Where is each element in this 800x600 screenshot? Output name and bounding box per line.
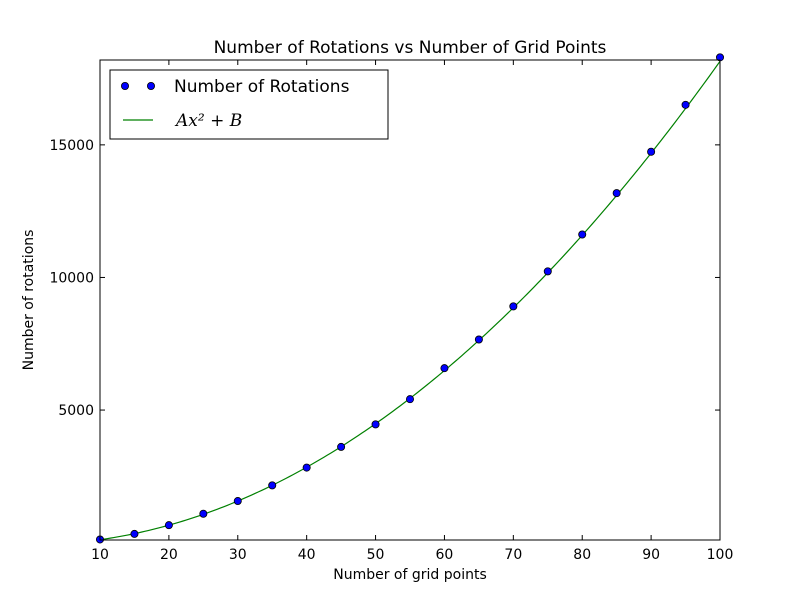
plot-area bbox=[96, 53, 725, 544]
data-point bbox=[509, 302, 518, 311]
x-tick-label: 90 bbox=[642, 547, 660, 563]
data-point bbox=[130, 529, 139, 538]
y-axis-ticks: 5000 10000 15000 bbox=[49, 138, 720, 419]
x-tick-label: 70 bbox=[504, 547, 522, 563]
x-tick-label: 30 bbox=[229, 547, 247, 563]
data-point bbox=[647, 147, 656, 156]
data-point bbox=[337, 442, 346, 451]
data-point bbox=[302, 463, 311, 472]
x-tick-label: 60 bbox=[436, 547, 454, 563]
x-tick-label: 40 bbox=[298, 547, 316, 563]
chart-title: Number of Rotations vs Number of Grid Po… bbox=[214, 38, 607, 58]
y-tick-label: 10000 bbox=[49, 270, 94, 286]
x-axis-label: Number of grid points bbox=[333, 567, 487, 583]
data-point bbox=[612, 189, 621, 198]
data-point bbox=[543, 267, 552, 276]
plot-frame bbox=[99, 59, 721, 541]
plot-background bbox=[100, 60, 720, 540]
y-tick-label: 5000 bbox=[58, 403, 94, 419]
x-tick-label: 50 bbox=[367, 547, 385, 563]
data-point bbox=[578, 230, 587, 239]
legend-box bbox=[109, 69, 389, 140]
x-tick-label: 80 bbox=[573, 547, 591, 563]
legend-marker-icon bbox=[121, 82, 130, 91]
data-point bbox=[405, 395, 414, 404]
legend-label-fit: Ax² + B bbox=[174, 111, 242, 131]
data-point bbox=[474, 335, 483, 344]
data-point bbox=[268, 481, 277, 490]
data-point bbox=[233, 497, 242, 506]
data-point bbox=[164, 521, 173, 530]
x-axis-ticks: 10 20 30 40 50 60 70 80 90 100 bbox=[91, 60, 733, 563]
data-point bbox=[199, 509, 208, 518]
data-point bbox=[440, 364, 449, 373]
y-axis-label: Number of rotations bbox=[21, 230, 37, 371]
data-point bbox=[681, 100, 690, 109]
legend-label-rotations: Number of Rotations bbox=[174, 77, 350, 97]
x-tick-label: 20 bbox=[160, 547, 178, 563]
legend: Number of Rotations Ax² + B bbox=[109, 69, 389, 140]
legend-marker-icon bbox=[146, 82, 155, 91]
x-tick-label: 100 bbox=[707, 547, 734, 563]
data-point bbox=[371, 420, 380, 429]
y-tick-label: 15000 bbox=[49, 138, 94, 154]
data-markers-layer bbox=[96, 53, 725, 544]
x-tick-label: 10 bbox=[91, 547, 109, 563]
